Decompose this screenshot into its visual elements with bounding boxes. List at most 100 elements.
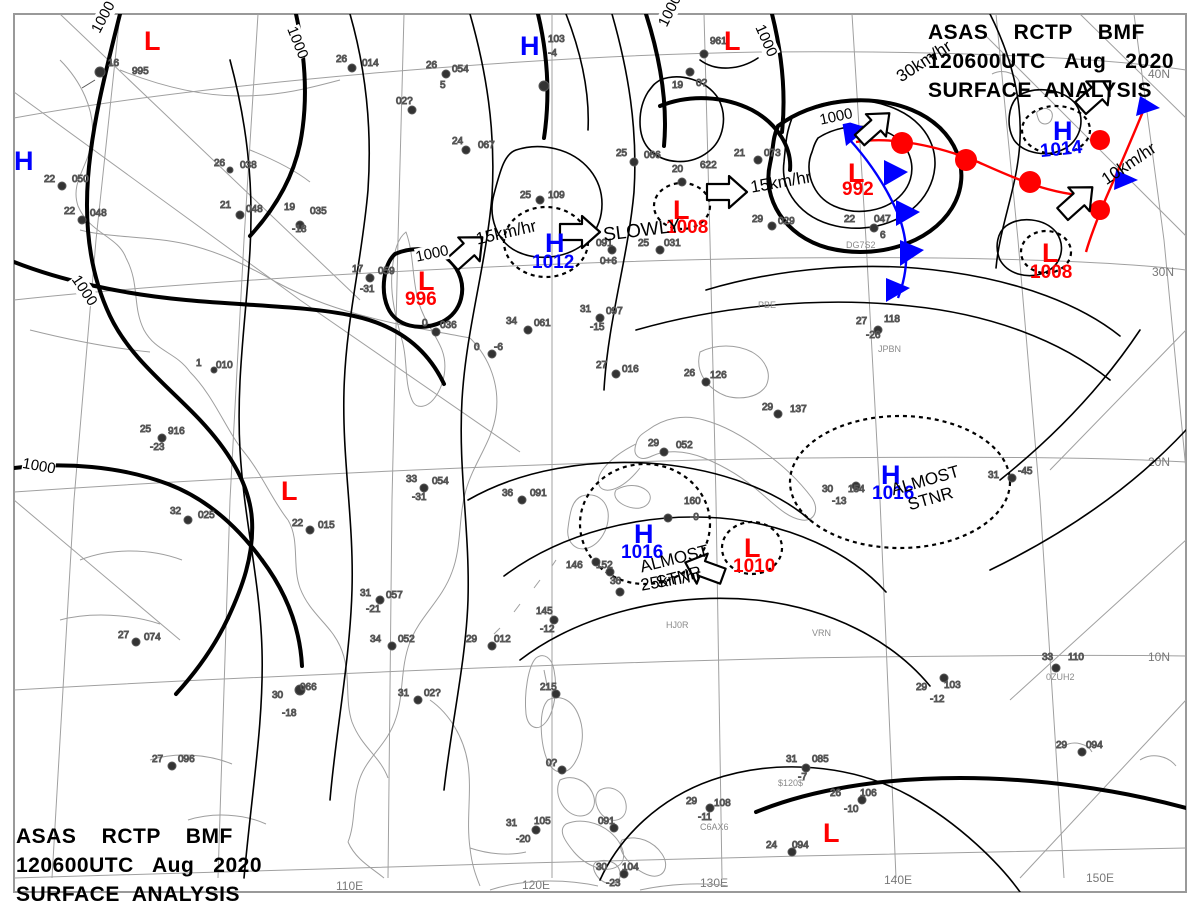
svg-text:31: 31 — [580, 304, 592, 315]
svg-text:21: 21 — [220, 200, 232, 211]
svg-text:110: 110 — [1068, 652, 1084, 663]
svg-text:146: 146 — [566, 560, 583, 571]
svg-text:1: 1 — [196, 358, 202, 369]
svg-text:25: 25 — [616, 148, 628, 159]
svg-text:091: 091 — [530, 488, 547, 499]
motion-arrow-low-1008-e — [1056, 186, 1094, 222]
motion-arrow-low-main — [853, 112, 891, 147]
svg-text:-7: -7 — [798, 772, 807, 783]
svg-text:048: 048 — [246, 204, 263, 215]
svg-text:22: 22 — [44, 174, 56, 185]
svg-text:-18: -18 — [282, 708, 297, 719]
svg-text:31: 31 — [398, 688, 410, 699]
svg-text:025: 025 — [198, 510, 215, 521]
svg-text:17: 17 — [352, 264, 364, 275]
motion-arrow-high-1014 — [1074, 80, 1112, 116]
motion-arrow-slowly — [558, 214, 602, 250]
motion-arrow-low-996 — [446, 236, 484, 272]
svg-text:30: 30 — [822, 484, 834, 495]
svg-text:19: 19 — [672, 80, 684, 91]
svg-text:010: 010 — [216, 360, 233, 371]
svg-text:22: 22 — [844, 214, 856, 225]
svg-text:106: 106 — [860, 788, 877, 799]
svg-text:26: 26 — [684, 368, 696, 379]
svg-text:-12: -12 — [540, 624, 555, 635]
svg-text:029: 029 — [778, 216, 795, 227]
svg-text:C6AX6: C6AX6 — [700, 822, 729, 832]
svg-text:-13: -13 — [832, 496, 847, 507]
svg-text:096: 096 — [178, 754, 195, 765]
svg-text:32: 32 — [170, 506, 182, 517]
svg-text:36: 36 — [502, 488, 514, 499]
ring-high-1014 — [1020, 104, 1092, 156]
svg-text:PBE: PBE — [758, 300, 776, 310]
svg-text:622: 622 — [700, 160, 717, 171]
lat-label-40n: 40N — [1148, 67, 1170, 81]
svg-text:22: 22 — [64, 206, 76, 217]
svg-text:26: 26 — [214, 158, 226, 169]
svg-text:$120$: $120$ — [778, 778, 803, 788]
svg-text:108: 108 — [714, 798, 731, 809]
svg-text:34: 34 — [370, 634, 382, 645]
svg-text:074: 074 — [144, 632, 161, 643]
svg-text:103: 103 — [944, 680, 961, 691]
svg-text:-45: -45 — [1018, 466, 1033, 477]
svg-text:052: 052 — [398, 634, 415, 645]
svg-text:26: 26 — [336, 54, 348, 65]
svg-text:-12: -12 — [930, 694, 945, 705]
lat-label-30n: 30N — [1152, 265, 1174, 279]
svg-text:126: 126 — [710, 370, 727, 381]
svg-text:067: 067 — [478, 140, 495, 151]
svg-text:25: 25 — [638, 238, 650, 249]
svg-text:-21: -21 — [366, 604, 381, 615]
svg-text:25: 25 — [140, 424, 152, 435]
svg-text:29: 29 — [686, 796, 698, 807]
svg-text:31: 31 — [360, 588, 372, 599]
svg-text:22: 22 — [292, 518, 304, 529]
svg-text:0+6: 0+6 — [600, 256, 617, 267]
svg-text:154: 154 — [848, 484, 865, 495]
svg-text:054: 054 — [432, 476, 449, 487]
svg-text:-31: -31 — [360, 284, 375, 295]
svg-text:091: 091 — [598, 816, 615, 827]
svg-text:0: 0 — [474, 342, 480, 353]
svg-text:104: 104 — [622, 862, 639, 873]
svg-text:29: 29 — [1056, 740, 1068, 751]
svg-text:34: 34 — [506, 316, 518, 327]
svg-text:057: 057 — [386, 590, 403, 601]
svg-text:137: 137 — [790, 404, 807, 415]
svg-text:0: 0 — [422, 318, 428, 329]
svg-text:014: 014 — [362, 58, 379, 69]
svg-text:33: 33 — [1042, 652, 1054, 663]
svg-text:02?: 02? — [396, 96, 413, 107]
svg-text:29: 29 — [752, 214, 764, 225]
svg-text:-15: -15 — [590, 322, 605, 333]
svg-text:961: 961 — [710, 36, 727, 47]
coastlines — [29, 59, 1177, 891]
isobars-thin — [229, 14, 1186, 892]
svg-text:-6: -6 — [494, 342, 503, 353]
lat-label-20n: 20N — [1148, 455, 1170, 469]
ring-low-1008-e — [1019, 229, 1073, 275]
svg-text:094: 094 — [1086, 740, 1103, 751]
lon-label-140e: 140E — [884, 873, 912, 887]
svg-text:27: 27 — [596, 360, 608, 371]
svg-text:29: 29 — [916, 682, 928, 693]
motion-arrow-low-1010 — [684, 552, 727, 585]
svg-text:DG7S2: DG7S2 — [846, 240, 876, 250]
svg-text:061: 061 — [534, 318, 551, 329]
motion-arrow-low-1008-c — [705, 174, 749, 210]
lat-label-10n: 10N — [1148, 650, 1170, 664]
svg-text:31: 31 — [988, 470, 1000, 481]
svg-text:016: 016 — [622, 364, 639, 375]
svg-text:103: 103 — [548, 34, 565, 45]
svg-text:105: 105 — [534, 816, 551, 827]
lon-label-110e: 110E — [336, 879, 363, 893]
svg-text:091: 091 — [596, 238, 613, 249]
svg-text:038: 038 — [240, 160, 257, 171]
svg-text:19: 19 — [284, 202, 296, 213]
station-ids: DG7S2 JPBN HJ0R VRN C6AX6 $120$ 0ZUH2 PB… — [666, 240, 1075, 832]
svg-text:160: 160 — [684, 496, 701, 507]
svg-text:097: 097 — [606, 306, 623, 317]
